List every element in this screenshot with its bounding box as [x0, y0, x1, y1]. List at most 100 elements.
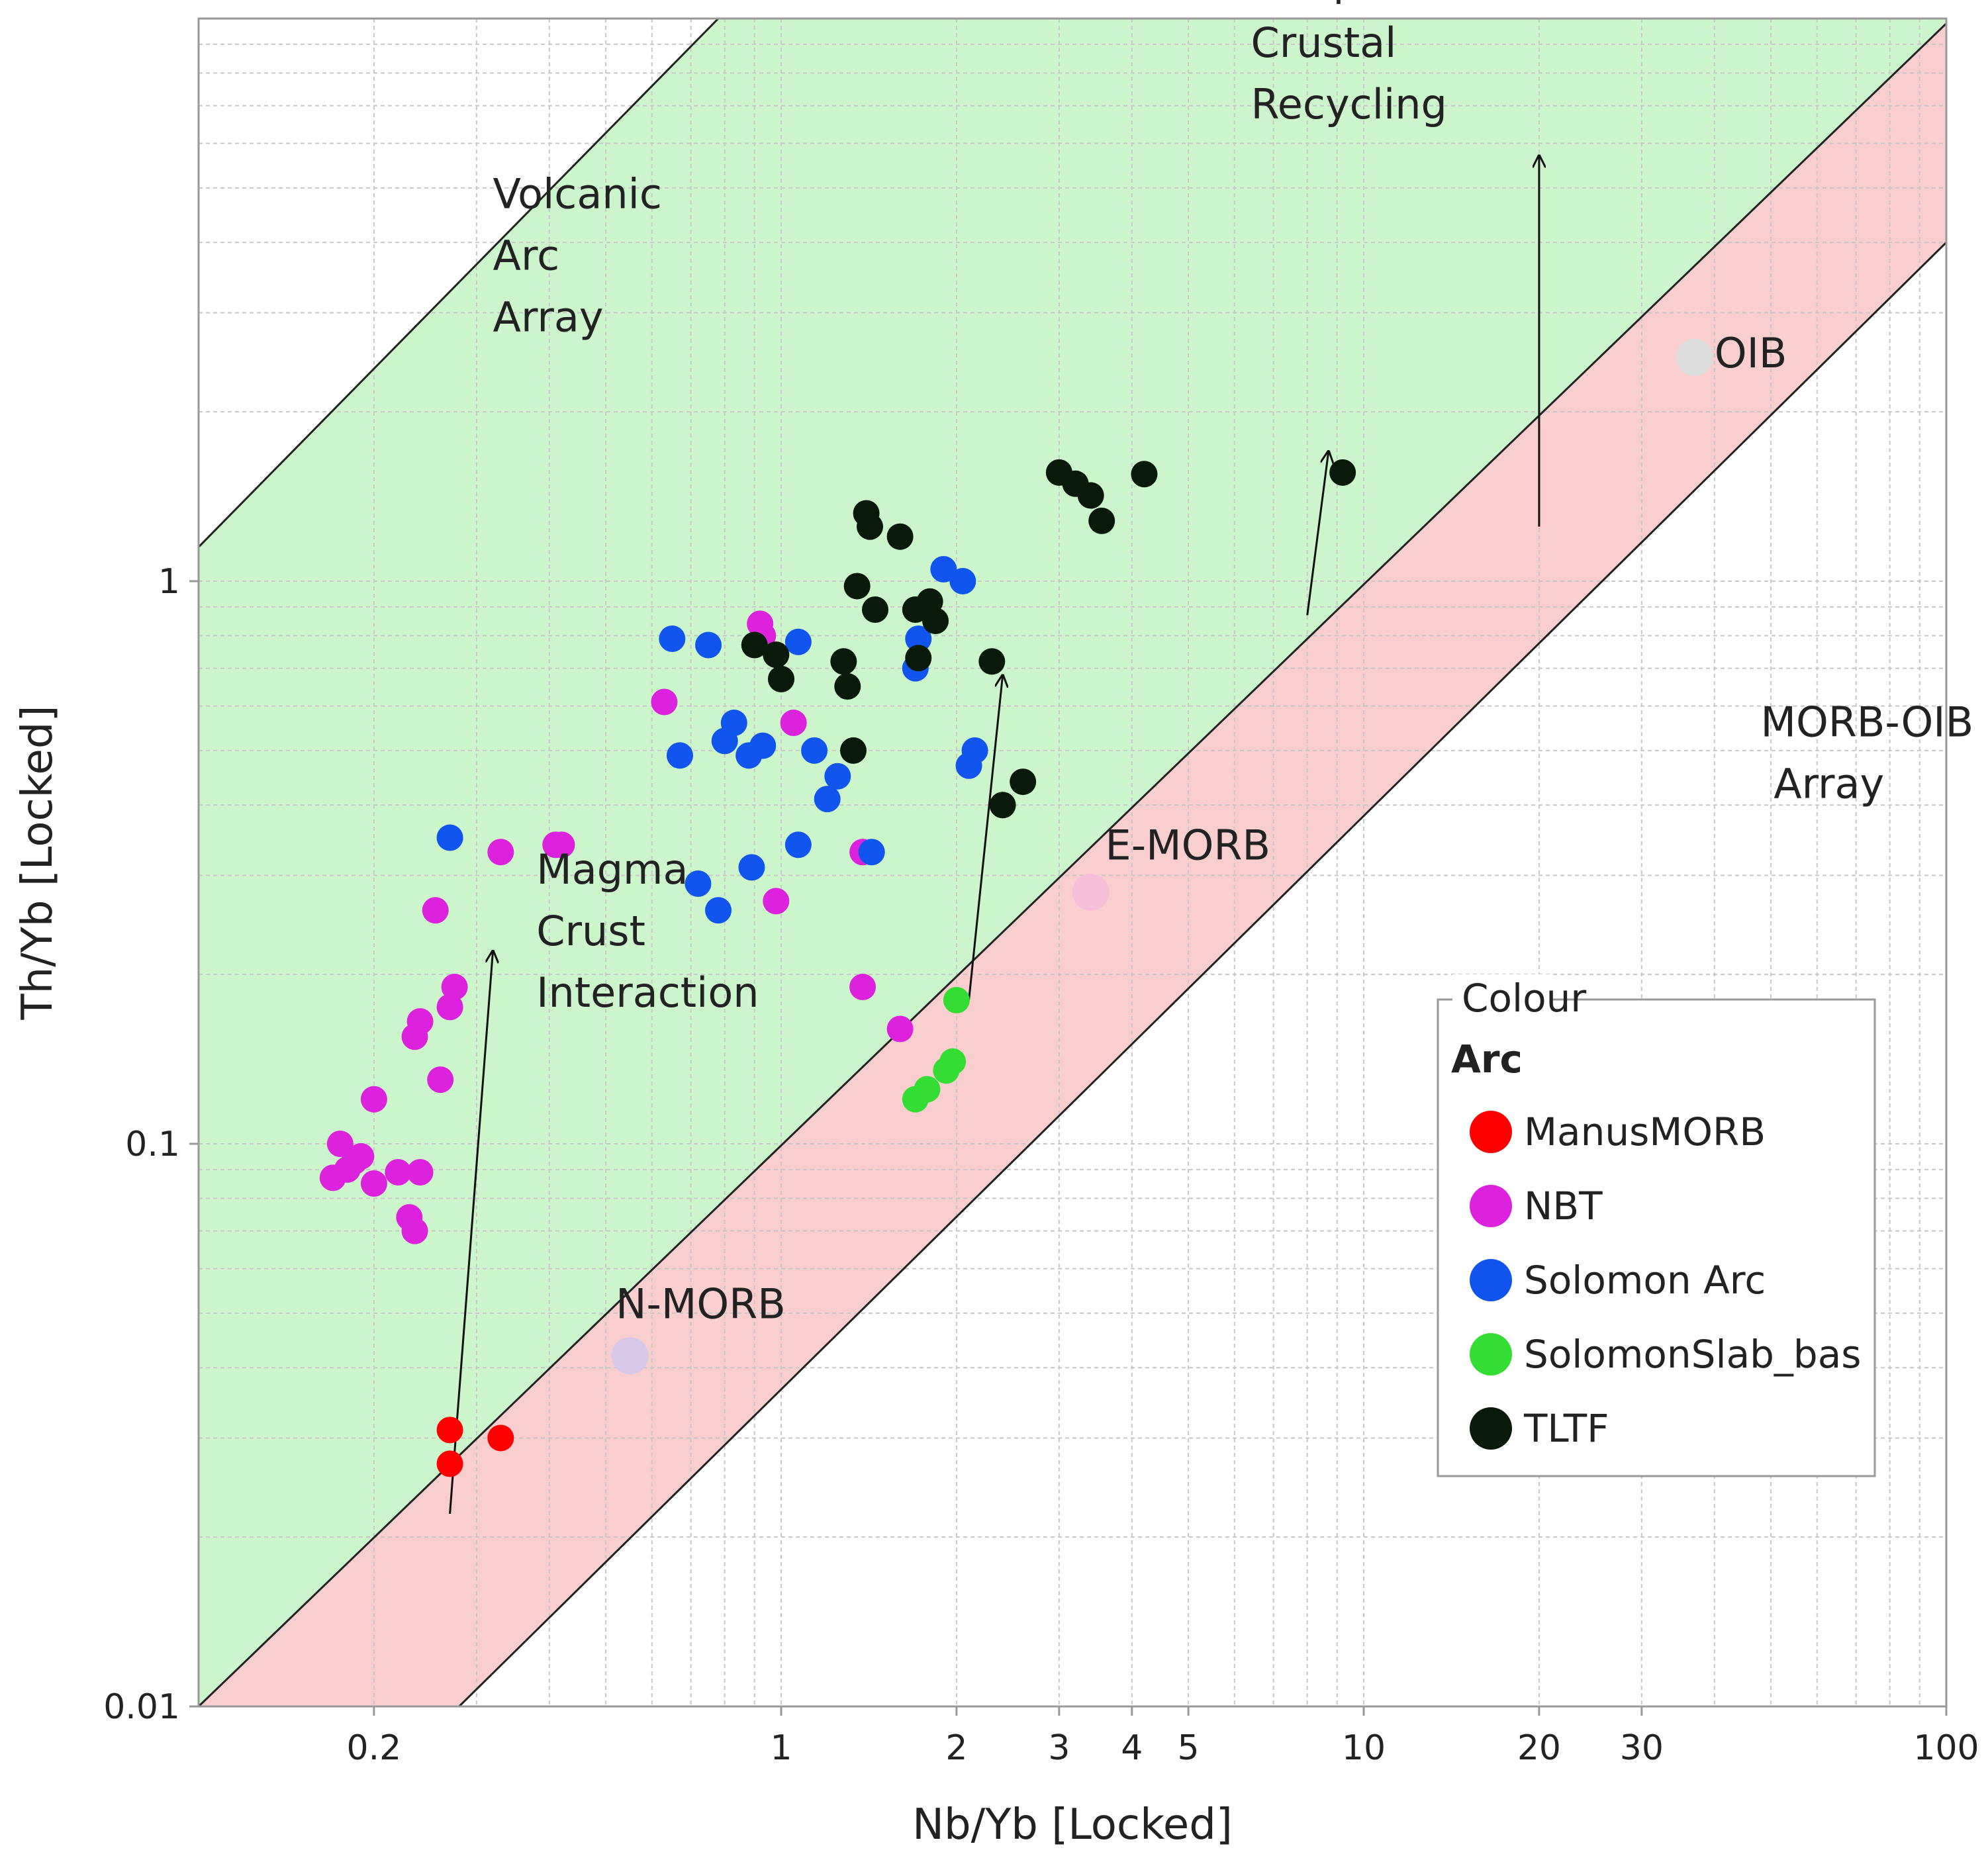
- legend-group-label: Arc: [1451, 1037, 1523, 1082]
- series-solomonslab-bas: [902, 987, 970, 1113]
- label-oib: OIB: [1715, 329, 1787, 377]
- data-point-nbt: [427, 1066, 454, 1093]
- data-point-solomon-arc: [659, 626, 686, 653]
- legend-label: TLTF: [1523, 1406, 1609, 1451]
- data-point-nbt: [651, 688, 678, 716]
- boundary-line-1: [199, 19, 720, 548]
- data-point-nbt: [360, 1086, 387, 1113]
- trend-arrow-3: [1306, 451, 1329, 616]
- data-point-solomon-arc: [436, 824, 463, 851]
- data-point-tltf: [1088, 507, 1115, 534]
- label-deep-crustal-recycling: Deep Crustal Recycling: [1251, 0, 1446, 128]
- x-tick-label: 4: [1121, 1728, 1143, 1768]
- label-line: Magma: [536, 845, 688, 894]
- data-point-tltf: [763, 641, 790, 669]
- data-point-tltf: [741, 631, 768, 659]
- label-line: N-MORB: [616, 1279, 786, 1328]
- data-point-tltf: [830, 648, 857, 675]
- label-line: Recycling: [1251, 80, 1446, 128]
- data-point-tltf: [905, 645, 932, 672]
- data-point-tltf: [834, 673, 861, 700]
- data-point-solomonslab-bas: [914, 1076, 941, 1103]
- boundary-line-3: [458, 242, 1946, 1706]
- data-point-tltf: [862, 596, 889, 624]
- data-point-tltf: [922, 607, 949, 634]
- label-line: Crust: [536, 907, 645, 955]
- data-point-nbt: [441, 974, 468, 1001]
- label-line: E-MORB: [1106, 821, 1270, 870]
- data-point-tltf: [768, 665, 794, 692]
- trend-arrow-2: [968, 675, 1003, 1001]
- data-point-nbt: [406, 1159, 434, 1186]
- data-point-tltf: [839, 737, 867, 764]
- legend-marker: [1470, 1185, 1512, 1227]
- data-point-nbt: [422, 897, 449, 924]
- y-tick-label: 0.01: [103, 1687, 180, 1727]
- data-point-solomon-arc: [705, 897, 732, 924]
- series-tltf: [741, 459, 1356, 819]
- legend-marker: [1470, 1407, 1512, 1450]
- data-point-tltf: [989, 792, 1016, 819]
- data-point-nbt: [348, 1142, 375, 1170]
- region-labels: Volcanic Arc Array Deep Crustal Recycling Magm…: [493, 0, 1974, 1328]
- legend-box: [1437, 998, 1876, 1477]
- data-point-solomon-arc: [801, 737, 828, 764]
- label-line: Volcanic: [493, 170, 662, 218]
- data-point-solomon-arc: [930, 555, 957, 582]
- plot-frame: [197, 17, 1948, 1708]
- data-point-nbt: [406, 1008, 434, 1035]
- data-point-solomon-arc: [666, 742, 693, 769]
- data-point-manusmorb: [436, 1417, 463, 1444]
- data-point-nbt: [849, 974, 876, 1001]
- data-point-manusmorb: [487, 1424, 514, 1452]
- reference-point-oib: [1676, 338, 1714, 376]
- legend-entry-tltf: TLTF: [1470, 1406, 1609, 1451]
- data-point-solomon-arc: [961, 737, 988, 764]
- series-manusmorb: [436, 1417, 514, 1477]
- legend-entry-manusmorb: ManusMORB: [1470, 1109, 1766, 1154]
- label-line: Deep: [1251, 0, 1358, 5]
- label-e-morb: E-MORB: [1106, 821, 1270, 870]
- y-tick-label: 0.1: [125, 1125, 180, 1164]
- data-point-manusmorb: [436, 1450, 463, 1477]
- y-axis-label: Th/Yb [Locked]: [13, 706, 62, 1021]
- label-morb-oib-array: MORB-OIB Array: [1760, 698, 1973, 808]
- label-line: Array: [493, 293, 604, 342]
- x-axis-label: Nb/Yb [Locked]: [912, 1800, 1233, 1849]
- axes: 0.2 1 2 3 4 5 10 20 30 100 0.01 0.1 1 Nb/Yb [Locked] T…: [13, 562, 1979, 1849]
- data-point-tltf: [857, 513, 884, 540]
- data-point-nbt: [548, 831, 575, 859]
- data-point-solomon-arc: [784, 628, 812, 655]
- data-point-solomon-arc: [749, 732, 777, 759]
- data-point-nbt: [487, 839, 514, 866]
- x-tick-label: 30: [1620, 1728, 1664, 1768]
- data-point-solomon-arc: [858, 839, 885, 866]
- x-tick-label: 2: [945, 1728, 967, 1768]
- legend-label: SolomonSlab_bas: [1524, 1332, 1862, 1377]
- data-point-solomon-arc: [824, 763, 851, 790]
- legend-marker: [1470, 1259, 1512, 1301]
- data-point-solomon-arc: [720, 710, 747, 737]
- legend-entry-solomon-arc: Solomon Arc: [1470, 1258, 1766, 1303]
- data-point-nbt: [763, 888, 790, 915]
- data-point-solomonslab-bas: [943, 987, 970, 1014]
- data-point-solomonslab-bas: [939, 1048, 967, 1075]
- legend-title-bg: [1452, 974, 1552, 1017]
- reference-compositions: [611, 338, 1714, 1375]
- data-point-tltf: [1131, 461, 1158, 488]
- data-point-solomon-arc: [905, 626, 932, 653]
- data-point-solomon-arc: [695, 631, 722, 659]
- data-point-tltf: [1010, 768, 1037, 796]
- data-point-tltf: [886, 523, 914, 550]
- legend-entry-solomonslab-bas: SolomonSlab_bas: [1470, 1332, 1862, 1377]
- data-point-tltf: [843, 573, 871, 600]
- data-point-nbt: [436, 994, 463, 1021]
- data-point-tltf: [1077, 482, 1104, 509]
- data-point-nbt: [401, 1217, 428, 1244]
- data-points: [319, 459, 1356, 1477]
- x-tick-label: 20: [1517, 1728, 1561, 1768]
- legend-marker: [1470, 1333, 1512, 1375]
- label-n-morb: N-MORB: [616, 1279, 786, 1328]
- data-point-solomon-arc: [685, 870, 712, 897]
